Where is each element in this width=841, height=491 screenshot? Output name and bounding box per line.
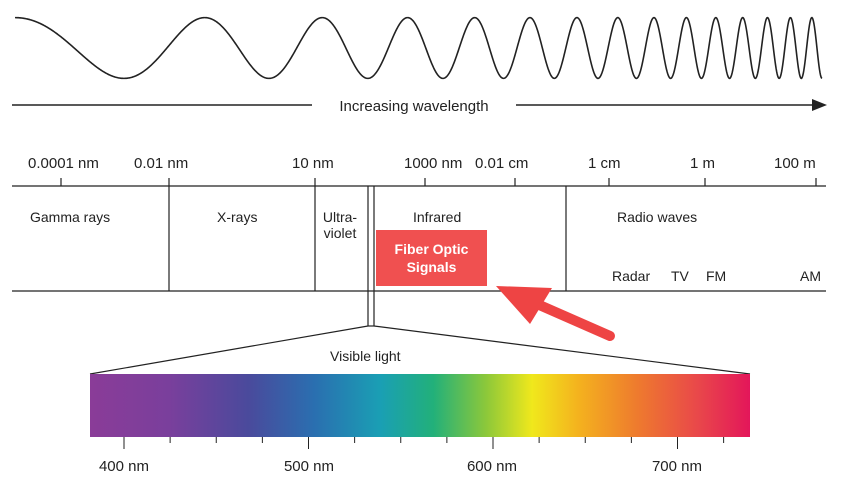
scale-label-6: 1 cm <box>588 155 621 172</box>
fiber-optic-badge-line2: Signals <box>406 259 457 275</box>
visible-tick-500: 500 nm <box>284 458 334 475</box>
scale-label-4: 1000 nm <box>404 155 462 172</box>
radio-sub-tv: TV <box>671 268 690 284</box>
visible-projection-lines <box>89 325 751 375</box>
region-ultraviolet-line2: violet <box>324 225 357 241</box>
scale-ticks <box>60 178 817 186</box>
visible-light-label: Visible light <box>330 348 401 364</box>
scale-label-3: 10 nm <box>292 155 334 172</box>
region-gamma-rays: Gamma rays <box>30 209 110 225</box>
scale-label-7: 1 m <box>690 155 715 172</box>
radio-sub-fm: FM <box>706 268 726 284</box>
visible-tick-600: 600 nm <box>467 458 517 475</box>
visible-tick-400: 400 nm <box>99 458 149 475</box>
wavelength-scale: 0.0001 nm 0.01 nm 10 nm 1000 nm 0.01 cm … <box>28 155 816 172</box>
region-radio-waves: Radio waves <box>617 209 697 225</box>
fiber-optic-badge-line1: Fiber Optic <box>394 241 469 257</box>
fiber-optic-signals-badge: Fiber Optic Signals <box>376 230 487 286</box>
region-ultraviolet-line1: Ultra- <box>323 209 358 225</box>
spectrum-band <box>12 185 826 326</box>
visible-tick-700: 700 nm <box>652 458 702 475</box>
wave-illustration <box>15 16 823 80</box>
scale-label-1: 0.0001 nm <box>28 155 99 172</box>
scale-label-2: 0.01 nm <box>134 155 188 172</box>
wavelength-arrow-label: Increasing wavelength <box>339 98 488 115</box>
visible-spectrum-bar <box>90 374 750 437</box>
red-pointer-arrow <box>496 286 615 341</box>
scale-label-8: 100 m <box>774 155 816 172</box>
region-infrared: Infrared <box>413 209 461 225</box>
region-x-rays: X-rays <box>217 209 257 225</box>
radio-sub-am: AM <box>800 268 821 284</box>
radio-sub-radar: Radar <box>612 268 650 284</box>
wavelength-arrow: Increasing wavelength <box>12 98 827 115</box>
scale-label-5: 0.01 cm <box>475 155 528 172</box>
visible-spectrum-ticks <box>123 437 725 449</box>
